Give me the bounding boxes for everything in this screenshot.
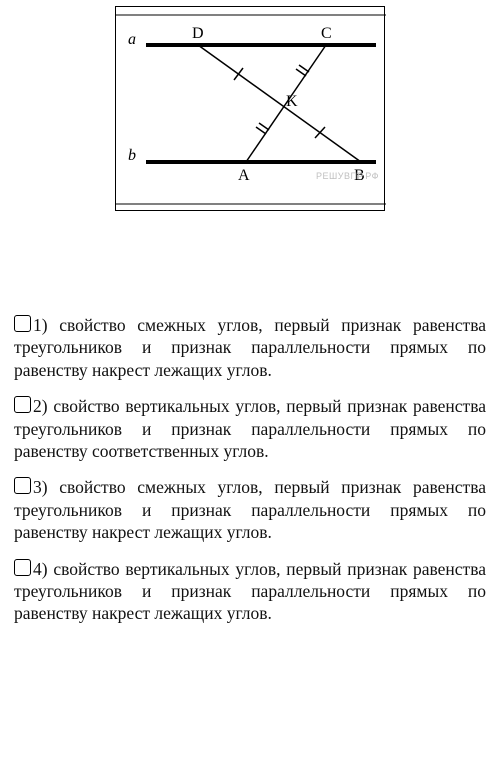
answer-options: 1) свойство смежных углов, первый призна… [0,296,500,649]
diagram-svg [116,7,386,212]
option-3-num: 3) [33,477,48,497]
label-A: A [238,167,250,185]
checkbox-3[interactable] [14,477,31,494]
geometry-diagram: a b D C K A B РЕШУВПР.РФ [115,6,385,211]
option-1-num: 1) [33,315,48,335]
option-2: 2) свойство вертикальных углов, первый п… [14,395,486,462]
option-4: 4) свойство вертикальных углов, первый п… [14,558,486,625]
option-4-num: 4) [33,559,48,579]
option-1: 1) свойство смежных углов, первый призна… [14,314,486,381]
checkbox-1[interactable] [14,315,31,332]
label-b: b [128,147,136,165]
label-D: D [192,25,204,43]
option-3-text: свойство смежных углов, первый признак р… [14,477,486,542]
label-K: K [286,93,298,111]
label-a: a [128,31,136,49]
watermark: РЕШУВПР.РФ [316,171,379,181]
option-2-text: свойство вертикальных углов, первый приз… [14,396,486,461]
option-1-text: свойство смежных углов, первый признак р… [14,315,486,380]
checkbox-2[interactable] [14,396,31,413]
checkbox-4[interactable] [14,559,31,576]
diagram-container: a b D C K A B РЕШУВПР.РФ [0,0,500,211]
option-3: 3) свойство смежных углов, первый призна… [14,476,486,543]
spacer [0,211,500,296]
label-C: C [321,25,332,43]
option-4-text: свойство вертикальных углов, первый приз… [14,559,486,624]
option-2-num: 2) [33,396,48,416]
